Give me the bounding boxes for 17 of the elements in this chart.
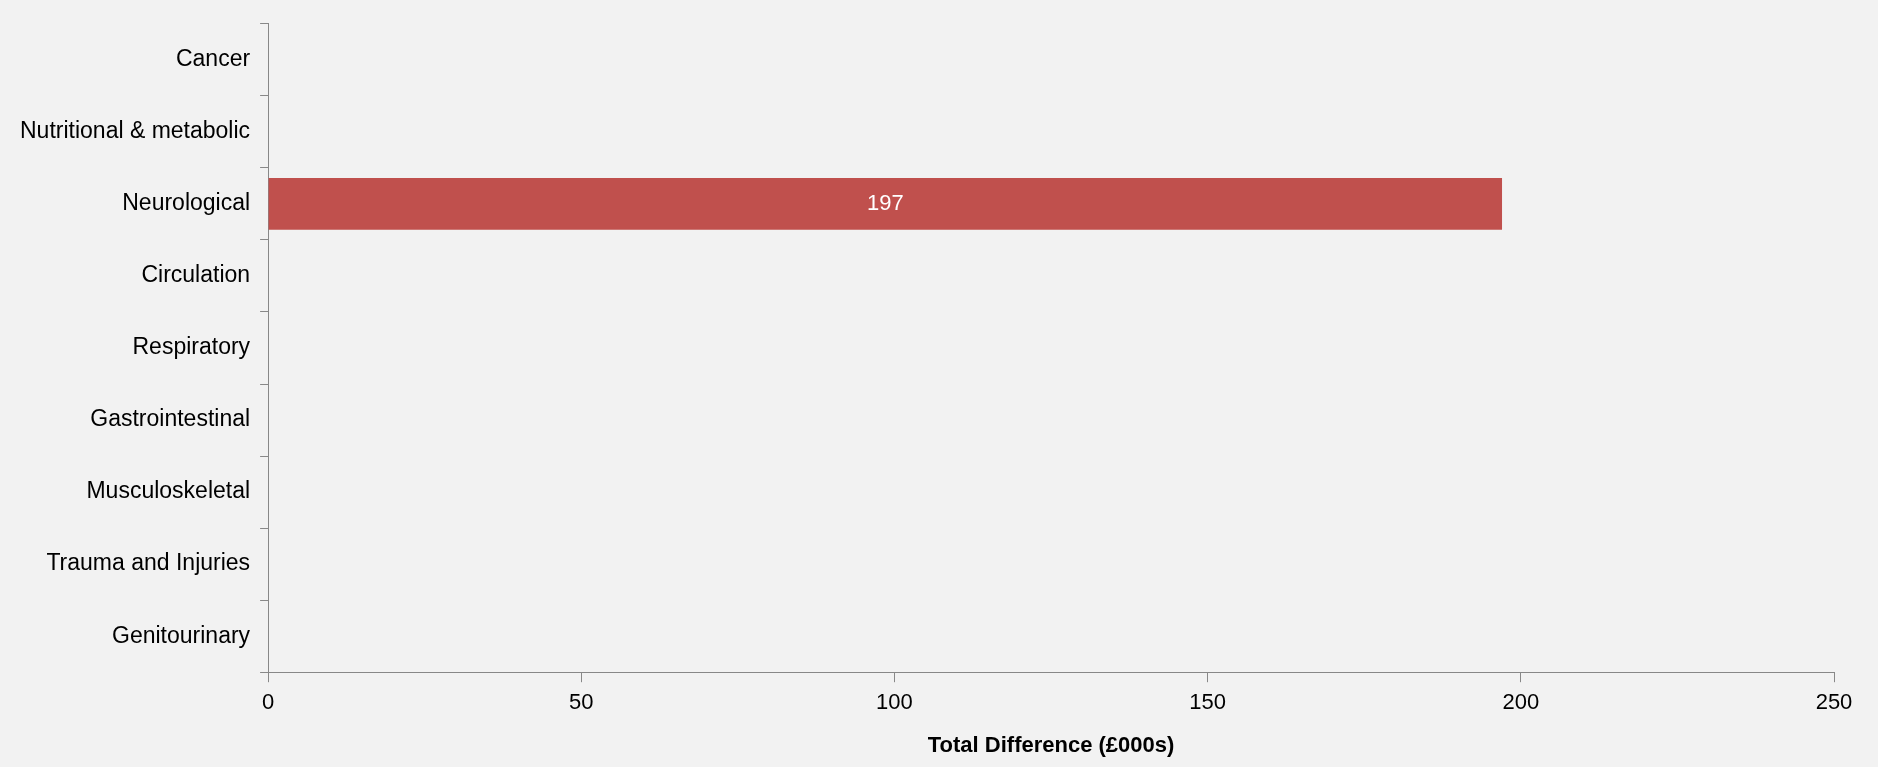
y-tick-label: Musculoskeletal <box>86 477 251 504</box>
y-tick-label: Trauma and Injuries <box>46 549 251 576</box>
data-label: 197 <box>866 189 904 215</box>
y-tick-label: Genitourinary <box>112 621 251 648</box>
y-tick-label: Gastrointestinal <box>90 405 251 432</box>
x-tick-label: 250 <box>1815 689 1853 715</box>
x-tick-label: 100 <box>876 689 913 715</box>
x-tick-label: 50 <box>569 689 594 715</box>
y-tick-label: Nutritional & metabolic <box>19 117 251 144</box>
x-axis-title: Total Difference (£000s) <box>927 731 1175 757</box>
y-tick-label: Respiratory <box>132 333 251 360</box>
x-tick-label: 150 <box>1189 689 1226 715</box>
y-tick-label: Cancer <box>175 45 251 72</box>
x-tick-label: 200 <box>1502 689 1540 715</box>
y-tick-label: Neurological <box>122 189 251 216</box>
y-tick-label: Circulation <box>141 261 251 288</box>
x-tick-label: 0 <box>261 689 275 715</box>
